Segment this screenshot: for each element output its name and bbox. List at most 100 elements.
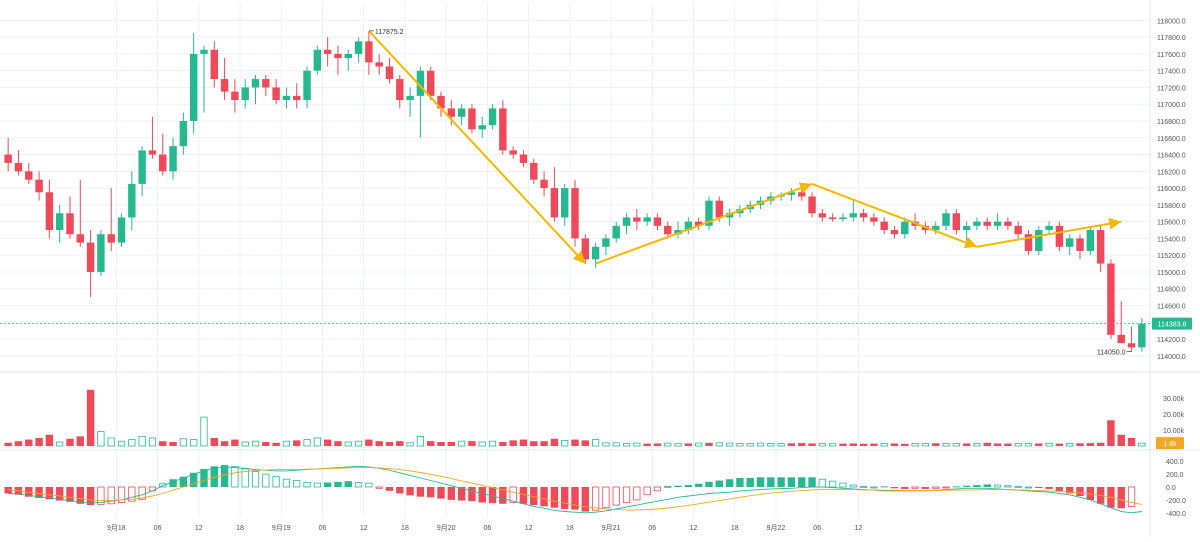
volume-bar: [282, 440, 291, 447]
macd-histogram-bar: [1035, 487, 1043, 488]
time-tick-label: 12: [525, 525, 533, 532]
macd-histogram-bar: [344, 481, 352, 487]
candle-body: [241, 87, 249, 101]
candle-body: [1045, 225, 1053, 231]
volume-bar: [190, 439, 198, 447]
candle-body: [365, 41, 373, 63]
time-tick-label: 18: [401, 525, 409, 532]
macd-histogram-bar: [519, 487, 528, 504]
volume-bar: [1086, 443, 1095, 446]
macd-histogram-bar: [35, 487, 43, 498]
macd-histogram-bar: [839, 482, 847, 488]
macd-histogram-bar: [911, 486, 919, 489]
candle-body: [200, 49, 208, 54]
volume-bar: [86, 389, 95, 446]
macd-histogram-bar: [385, 487, 394, 491]
macd-histogram-bar: [818, 478, 826, 488]
time-tick-label: 9月22: [767, 524, 786, 532]
volume-bar: [1127, 437, 1136, 446]
time-tick-label: 06: [813, 525, 821, 532]
macd-histogram-bar: [890, 487, 899, 489]
candle-body: [159, 154, 167, 172]
price-tick-label: 116200.0: [1157, 169, 1186, 176]
candle-body: [396, 79, 404, 101]
candle-body: [272, 87, 280, 101]
volume-bar: [911, 443, 919, 447]
candle-body: [4, 154, 12, 163]
price-tick-label: 116000.0: [1157, 186, 1186, 193]
candle-body: [1076, 238, 1084, 251]
macd-histogram-bar: [993, 484, 1002, 488]
candle-body: [220, 79, 229, 92]
volume-bar: [653, 443, 662, 446]
macd-histogram-bar: [1004, 485, 1012, 488]
price-tick-label: 114200.0: [1157, 337, 1186, 344]
volume-bar: [612, 442, 620, 447]
volume-bar: [56, 441, 64, 447]
price-tick-label: 115000.0: [1157, 270, 1186, 277]
volume-bar: [241, 441, 249, 447]
candle-body: [932, 225, 940, 231]
volume-bar: [334, 441, 342, 446]
volume-bar: [97, 431, 105, 447]
time-tick-label: 12: [690, 525, 698, 532]
price-tick-label: 117200.0: [1157, 85, 1186, 92]
macd-histogram-bar: [1055, 487, 1064, 491]
macd-histogram-bar: [973, 485, 981, 487]
candle-body: [1107, 263, 1115, 335]
volume-bar: [66, 438, 74, 446]
candle-body: [128, 183, 136, 218]
candle-body: [633, 217, 641, 222]
macd-histogram-bar: [540, 487, 548, 507]
macd-histogram-bar: [715, 480, 723, 487]
macd-histogram-bar: [107, 486, 115, 505]
macd-histogram-bar: [128, 486, 136, 502]
macd-tick-label: 0.0: [1166, 485, 1176, 492]
macd-histogram-bar: [643, 486, 651, 496]
candle-body: [715, 200, 723, 218]
volume-tick-label: 30.00k: [1163, 396, 1185, 403]
candle-body: [251, 79, 260, 88]
volume-panel: [4, 389, 1146, 447]
volume-bar: [746, 443, 754, 447]
macd-histogram-bar: [1086, 487, 1095, 500]
volume-bar: [725, 442, 734, 447]
macd-histogram-bar: [117, 486, 126, 503]
volume-bar: [416, 435, 425, 447]
macd-histogram-bar: [365, 482, 373, 488]
candle-body: [643, 217, 651, 222]
macd-histogram-bar: [437, 487, 445, 499]
volume-value-tag: [1156, 437, 1184, 450]
volume-bar: [375, 441, 383, 446]
macd-histogram-bar: [592, 486, 600, 511]
macd-histogram-bar: [684, 485, 693, 487]
price-tick-label: 117600.0: [1157, 52, 1186, 59]
macd-histogram-bar: [962, 485, 971, 487]
macd-histogram-bar: [1065, 487, 1074, 494]
macd-histogram-bar: [1045, 487, 1053, 489]
volume-bar: [519, 439, 528, 446]
volume-bar: [643, 443, 651, 446]
candlestick-panel: [0, 30, 1150, 352]
macd-histogram-bar: [705, 481, 713, 487]
macd-panel: [4, 465, 1142, 514]
volume-bar: [293, 440, 301, 446]
macd-histogram-bar: [901, 487, 909, 489]
candle-body: [828, 217, 837, 220]
time-tick-label: 12: [360, 525, 368, 532]
candle-body: [1065, 238, 1074, 247]
trend-arrow: [811, 182, 978, 249]
volume-value-label: 1.8k: [1163, 441, 1177, 448]
price-tick-label: 115400.0: [1157, 236, 1186, 243]
candle-body: [1024, 234, 1033, 251]
candle-body: [1127, 343, 1136, 348]
macd-histogram-bar: [1014, 485, 1022, 488]
candle-body: [25, 171, 33, 180]
macd-histogram-bar: [622, 486, 631, 503]
volume-bar: [901, 443, 909, 446]
volume-bar: [1014, 443, 1022, 447]
candle-body: [313, 49, 322, 71]
volume-bar: [344, 441, 352, 447]
